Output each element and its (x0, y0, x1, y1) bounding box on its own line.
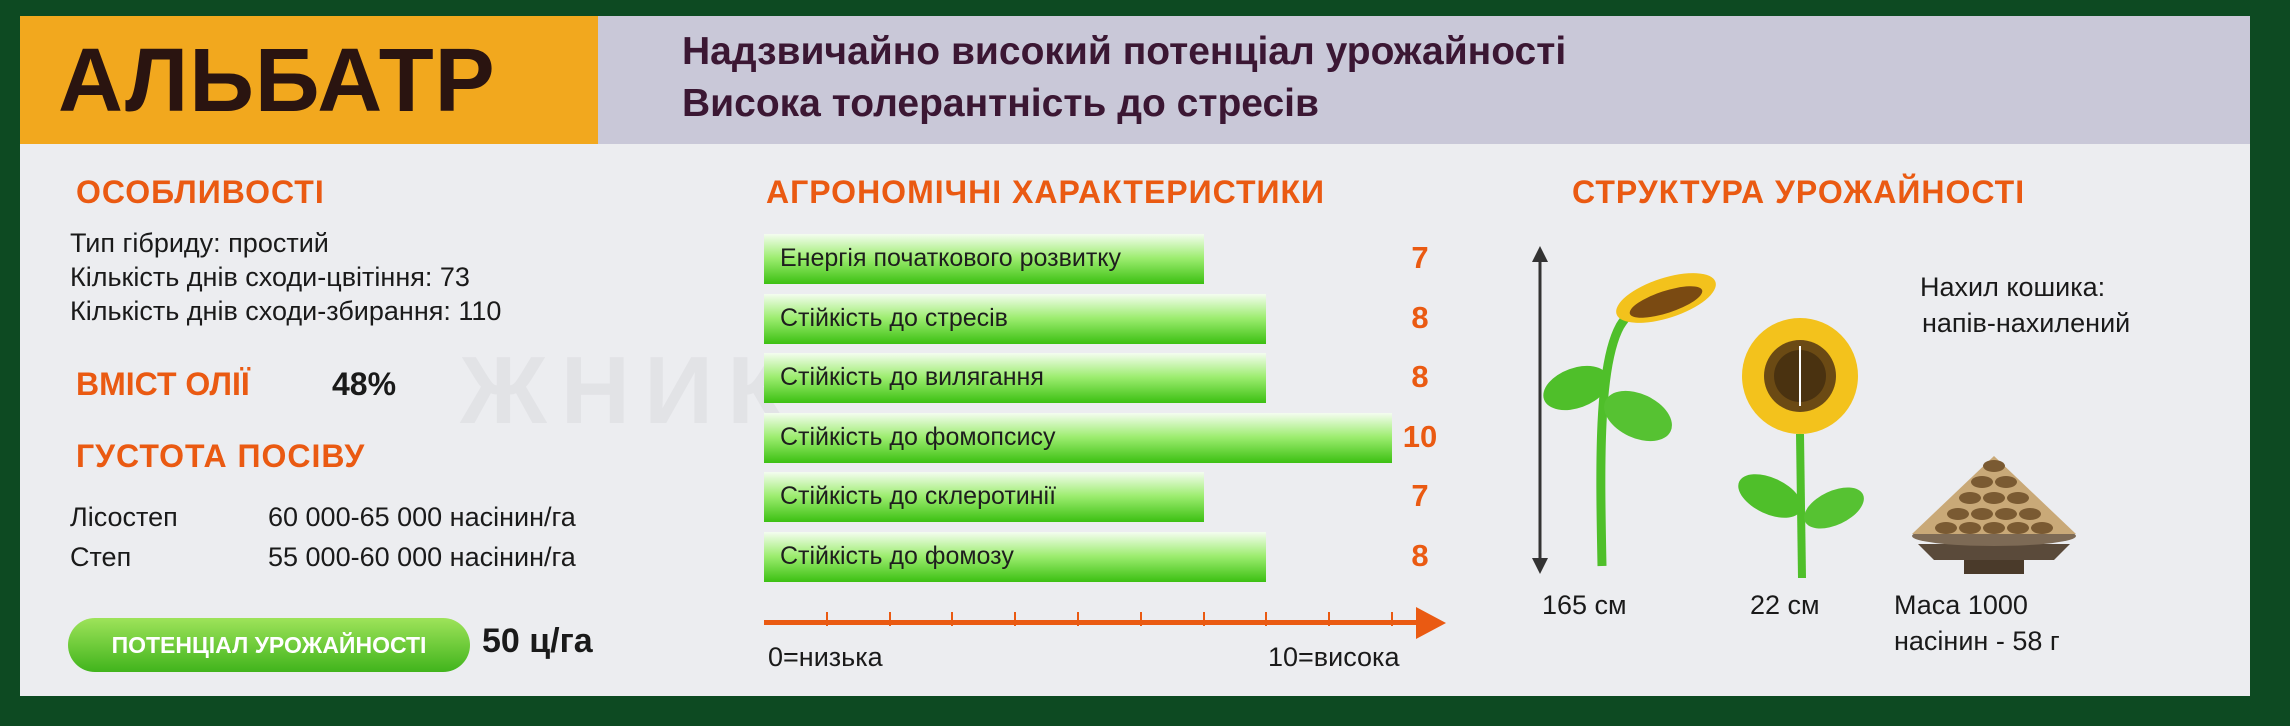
sunflower-head-illustration (1738, 318, 1864, 579)
agro-bar-label: Енергія початкового розвитку (780, 244, 1122, 272)
agro-bar-value: 8 (1411, 537, 1429, 573)
structure-heading: СТРУКТУРА УРОЖАЙНОСТІ (1572, 174, 2026, 210)
features-heading: ОСОБЛИВОСТІ (76, 174, 325, 210)
density-zone: Лісостеп (70, 502, 178, 532)
agro-bar: Стійкість до вилягання (764, 353, 1267, 403)
plant-height-label: 165 см (1542, 590, 1627, 620)
agro-axis-tick (825, 612, 828, 626)
agro-axis-tick (1202, 612, 1205, 626)
potential-badge: ПОТЕНЦІАЛ УРОЖАЙНОСТІ (68, 618, 470, 672)
agro-bar-label: Стійкість до фомозу (780, 541, 1014, 570)
agro-axis-tick (888, 612, 891, 626)
agro-bar-value: 8 (1411, 359, 1429, 394)
oil-label: ВМІСТ ОЛІЇ (76, 366, 250, 402)
product-title: АЛЬБАТР (58, 31, 496, 131)
agro-bar-value: 7 (1411, 478, 1429, 513)
product-card: ЖНИК АЛЬБАТР Надзвичайно високий потенці… (20, 16, 2250, 696)
agro-bar: Стійкість до стресів (764, 293, 1267, 344)
scale-max-label: 10=висока (1268, 642, 1400, 672)
agro-axis-arrow (1416, 607, 1446, 639)
agro-axis-tick (1265, 612, 1268, 626)
oil-value: 48% (332, 366, 397, 402)
seed-mass-value: насінин - 58 г (1894, 626, 2060, 656)
agro-bar-label: Стійкість до стресів (780, 303, 1008, 332)
head-tilt-value: напів-нахилений (1922, 308, 2131, 338)
agro-bar-label: Стійкість до склеротинії (780, 482, 1057, 510)
agro-axis-line (764, 620, 1424, 625)
agro-bar-value: 7 (1411, 240, 1429, 275)
feature-line: Тип гібриду: простий (70, 228, 329, 258)
agro-bar: Стійкість до склеротинії (764, 472, 1204, 522)
subtitle-banner: Надзвичайно високий потенціал урожайност… (598, 16, 2250, 144)
agro-axis-tick (1328, 612, 1331, 626)
density-heading: ГУСТОТА ПОСІВУ (76, 438, 366, 474)
agro-bar: Стійкість до фомозу (764, 531, 1267, 582)
watermark: ЖНИК (460, 337, 800, 444)
agro-bar-chart: Енергія початкового розвитку 7 Стійкість д… (764, 234, 1464, 639)
agro-bar-value: 8 (1411, 299, 1429, 335)
agro-bar: Стійкість до фомопсису (764, 412, 1392, 463)
agro-axis-tick (1391, 612, 1393, 626)
feature-line: Кількість днів сходи-цвітіння: 73 (70, 262, 470, 292)
agro-bar: Енергія початкового розвитку (764, 234, 1204, 284)
agro-axis-tick (1139, 612, 1142, 626)
agro-axis-tick (1077, 612, 1079, 626)
scale-min-label: 0=низька (768, 642, 883, 672)
density-value: 55 000-60 000 насінин/га (268, 542, 576, 572)
density-zone: Степ (70, 542, 132, 572)
title-banner: АЛЬБАТР (20, 16, 598, 144)
seed-mass-label: Маса 1000 (1894, 590, 2028, 620)
subtitle-line-1: Надзвичайно високий потенціал урожайност… (682, 30, 1567, 73)
agro-axis-tick (1014, 612, 1017, 626)
plant-height-illustration (1532, 246, 1716, 574)
head-diameter-label: 22 см (1750, 590, 1820, 620)
agro-heading: АГРОНОМІЧНІ ХАРАКТЕРИСТИКИ (766, 174, 1326, 210)
feature-line: Кількість днів сходи-збирання: 110 (70, 296, 502, 326)
agro-bar-value: 10 (1402, 418, 1438, 454)
head-tilt-label: Нахил кошика: (1920, 272, 2106, 302)
subtitle-line-2: Висока толерантність до стресів (682, 82, 1319, 125)
seed-scale-illustration (1912, 456, 2076, 574)
agro-axis-tick (951, 612, 954, 626)
density-value: 60 000-65 000 насінин/га (268, 502, 576, 532)
agro-bar-label: Стійкість до фомопсису (780, 422, 1056, 451)
potential-value: 50 ц/га (482, 622, 593, 660)
agro-bar-label: Стійкість до вилягання (780, 363, 1044, 391)
